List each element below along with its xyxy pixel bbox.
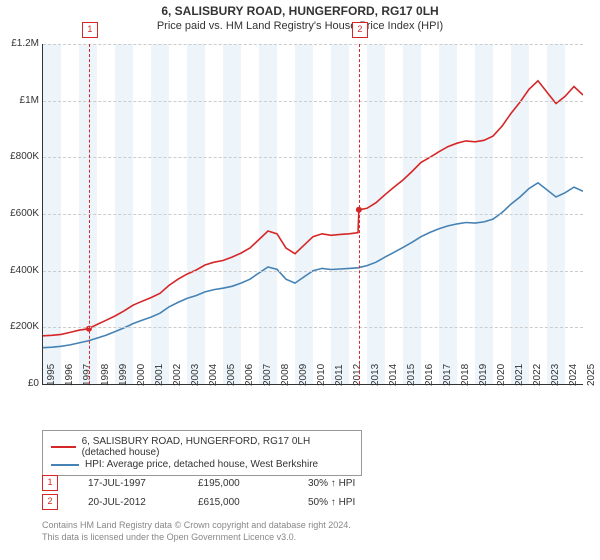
transaction-marker: 1 [82, 22, 98, 38]
gridline [43, 214, 583, 215]
chart-title: 6, SALISBURY ROAD, HUNGERFORD, RG17 0LH [0, 4, 600, 18]
footer-line-2: This data is licensed under the Open Gov… [42, 532, 351, 544]
tx-pct: 50% ↑ HPI [308, 497, 418, 508]
gridline [43, 101, 583, 102]
x-axis-label: 2003 [190, 364, 201, 386]
x-axis-label: 2011 [334, 364, 345, 386]
legend: 6, SALISBURY ROAD, HUNGERFORD, RG17 0LH … [42, 430, 362, 476]
legend-label-a: 6, SALISBURY ROAD, HUNGERFORD, RG17 0LH … [82, 436, 353, 458]
transaction-line [89, 44, 90, 384]
footer: Contains HM Land Registry data © Crown c… [42, 520, 351, 543]
y-axis-label: £0 [0, 378, 39, 389]
gridline [43, 271, 583, 272]
x-axis-label: 1996 [64, 364, 75, 386]
x-axis-label: 2021 [514, 364, 525, 386]
x-axis-label: 2024 [568, 364, 579, 386]
x-axis-label: 2016 [424, 364, 435, 386]
transaction-line [359, 44, 360, 384]
tx-pct: 30% ↑ HPI [308, 478, 418, 489]
tx-price: £615,000 [198, 497, 308, 508]
gridline [43, 44, 583, 45]
x-axis-label: 2023 [550, 364, 561, 386]
tx-marker: 1 [42, 475, 58, 491]
x-axis-label: 2018 [460, 364, 471, 386]
transaction-row: 2 20-JUL-2012£615,00050% ↑ HPI [42, 494, 418, 510]
tx-date: 20-JUL-2012 [88, 497, 198, 508]
y-axis-label: £1M [0, 95, 39, 106]
x-axis-label: 2014 [388, 364, 399, 386]
transaction-marker: 2 [352, 22, 368, 38]
tx-price: £195,000 [198, 478, 308, 489]
transaction-row: 1 17-JUL-1997£195,00030% ↑ HPI [42, 475, 418, 491]
y-axis-label: £600K [0, 208, 39, 219]
x-axis-label: 2013 [370, 364, 381, 386]
x-axis-label: 2025 [586, 364, 597, 386]
x-axis-label: 1999 [118, 364, 129, 386]
x-axis-label: 2008 [280, 364, 291, 386]
gridline [43, 157, 583, 158]
x-axis-label: 2010 [316, 364, 327, 386]
x-axis-label: 2012 [352, 364, 363, 386]
x-axis-label: 2006 [244, 364, 255, 386]
x-axis-label: 1995 [46, 364, 57, 386]
footer-line-1: Contains HM Land Registry data © Crown c… [42, 520, 351, 532]
x-axis-label: 2005 [226, 364, 237, 386]
transaction-table: 1 17-JUL-1997£195,00030% ↑ HPI 2 20-JUL-201… [42, 472, 418, 513]
x-axis-label: 2007 [262, 364, 273, 386]
tx-marker: 2 [42, 494, 58, 510]
x-axis-label: 2004 [208, 364, 219, 386]
x-axis-label: 1998 [100, 364, 111, 386]
y-axis-label: £400K [0, 265, 39, 276]
legend-label-b: HPI: Average price, detached house, West… [85, 459, 318, 470]
legend-swatch-b [51, 464, 79, 466]
y-axis-label: £1.2M [0, 38, 39, 49]
gridline [43, 327, 583, 328]
x-axis-label: 2022 [532, 364, 543, 386]
x-axis-label: 2019 [478, 364, 489, 386]
legend-swatch-a [51, 446, 76, 448]
y-axis-label: £800K [0, 151, 39, 162]
x-axis-label: 2020 [496, 364, 507, 386]
tx-date: 17-JUL-1997 [88, 478, 198, 489]
x-axis-label: 2017 [442, 364, 453, 386]
price-chart: £0£200K£400K£600K£800K£1M£1.2M1995199619… [42, 44, 583, 385]
y-axis-label: £200K [0, 321, 39, 332]
x-axis-label: 2001 [154, 364, 165, 386]
x-axis-label: 2002 [172, 364, 183, 386]
x-axis-label: 2000 [136, 364, 147, 386]
x-axis-label: 2009 [298, 364, 309, 386]
x-axis-label: 2015 [406, 364, 417, 386]
x-axis-label: 1997 [82, 364, 93, 386]
